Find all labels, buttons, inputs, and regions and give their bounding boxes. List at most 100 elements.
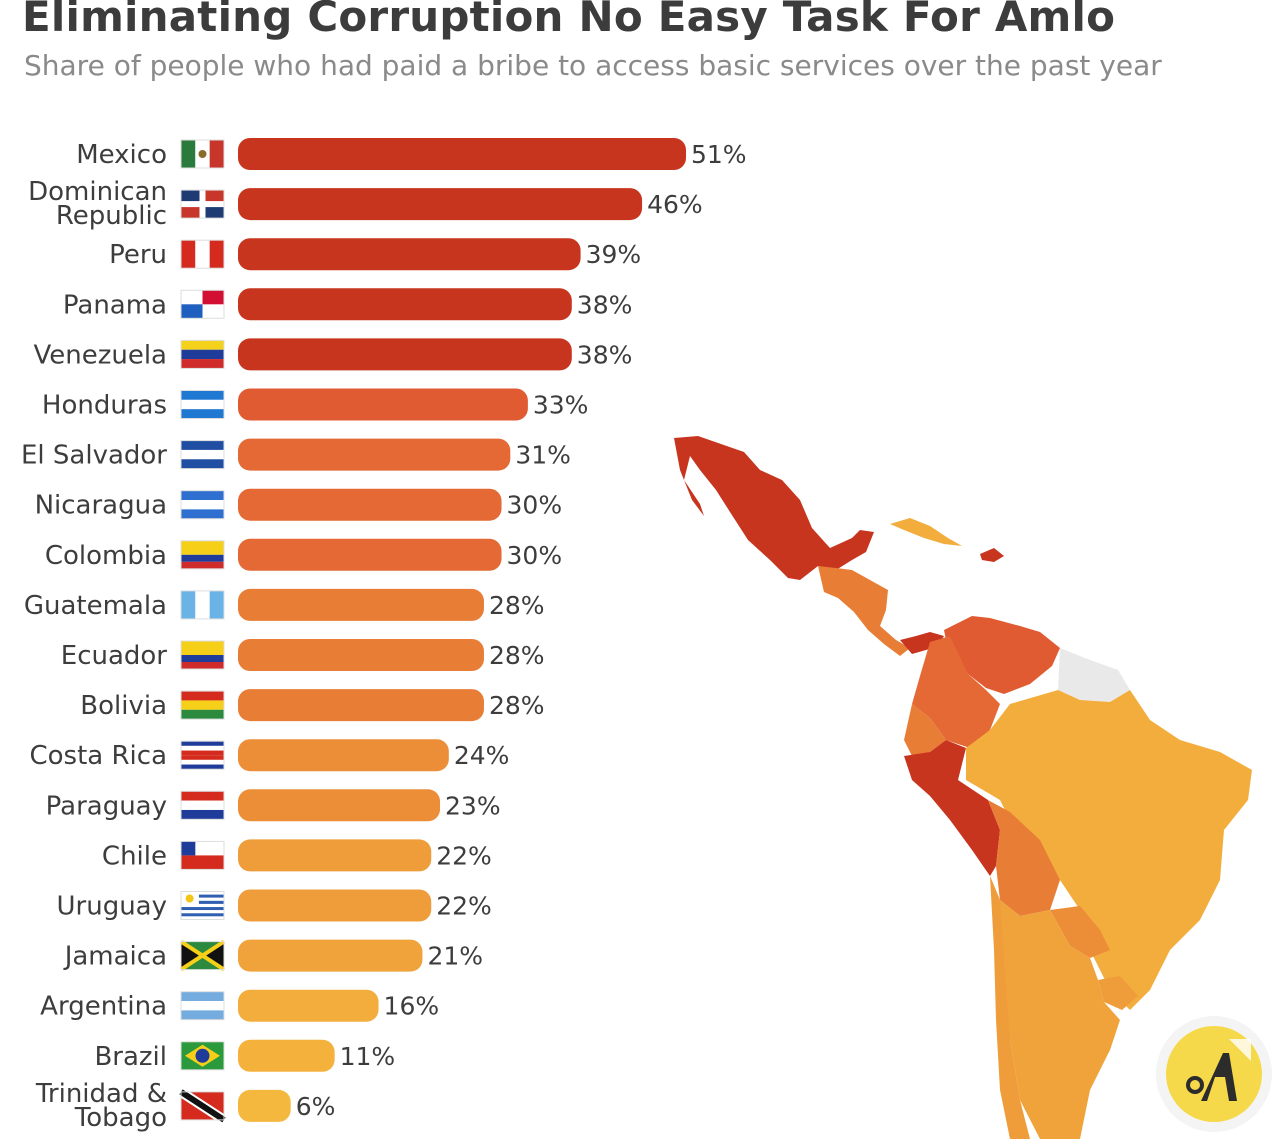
value-label: 38%: [577, 290, 633, 319]
value-label: 6%: [296, 1092, 336, 1121]
value-label: 51%: [691, 140, 747, 169]
map-colombia: [912, 636, 1000, 748]
value-label: 16%: [384, 992, 440, 1021]
bar: [238, 939, 423, 972]
map-guianas: [1058, 648, 1130, 702]
category-label: Mexico: [76, 140, 167, 170]
nicaragua-flag-icon: [180, 490, 225, 520]
bar: [238, 989, 379, 1022]
dominican-republic-flag-icon: [180, 189, 225, 219]
honduras-flag-icon: [180, 390, 225, 419]
chart-title: Eliminating Corruption No Easy Task For …: [22, 0, 1116, 41]
category-label: Panama: [63, 290, 167, 320]
bar-row: Peru 39%: [109, 238, 642, 271]
category-label: Guatemala: [24, 591, 167, 621]
value-label: 28%: [489, 591, 545, 620]
category-label: Ecuador: [61, 641, 168, 671]
value-label: 38%: [577, 340, 633, 369]
bar: [238, 438, 511, 471]
bar-row: Paraguay 23%: [46, 789, 501, 822]
bar: [238, 689, 484, 722]
value-label: 39%: [586, 240, 642, 269]
bar: [238, 288, 572, 321]
jamaica-flag-icon: [179, 939, 226, 972]
category-label: Costa Rica: [29, 741, 167, 771]
paraguay-flag-icon: [180, 790, 225, 820]
map-bolivia: [988, 800, 1060, 916]
value-label: 21%: [427, 942, 483, 971]
bar-row: Honduras 33%: [42, 388, 589, 421]
category-label: El Salvador: [21, 441, 167, 471]
bar-row: Colombia 30%: [45, 538, 563, 571]
category-label: Paraguay: [46, 791, 167, 821]
map-chile: [990, 876, 1030, 1139]
value-label: 22%: [436, 841, 492, 870]
category-label: Chile: [102, 841, 167, 871]
bar-row: Ecuador 28%: [61, 639, 545, 671]
bar: [238, 588, 484, 621]
bar: [238, 839, 432, 872]
value-label: 22%: [436, 892, 492, 921]
map-chile-argentina: [990, 876, 1120, 1139]
category-label: Bolivia: [80, 691, 167, 721]
bar-row: Mexico 51%: [76, 138, 747, 170]
map-venezuela-colombia: [944, 616, 1060, 694]
map-central-america: [818, 566, 910, 656]
map-peru: [904, 740, 1000, 876]
map-brazil: [966, 690, 1252, 1010]
value-label: 23%: [445, 791, 501, 820]
map-paraguay: [1050, 906, 1110, 958]
colombia-flag-icon: [180, 540, 225, 570]
trinidad-tobago-flag-icon: [178, 1087, 227, 1125]
category-label: Dominican: [28, 177, 167, 207]
bar-row: Bolivia 28%: [80, 689, 545, 722]
bar-row: Venezuela 38%: [33, 338, 633, 371]
bar: [238, 138, 686, 170]
bar-row: Costa Rica 24%: [29, 739, 510, 772]
argentina-flag-icon: [180, 991, 225, 1021]
map-panama: [900, 632, 944, 654]
category-label: Nicaragua: [35, 491, 167, 521]
value-label: 33%: [533, 391, 589, 420]
bar-row: Jamaica 21%: [63, 939, 483, 972]
el-salvador-flag-icon: [180, 440, 225, 470]
value-label: 24%: [454, 741, 510, 770]
bar: [238, 238, 581, 271]
category-label: Colombia: [45, 541, 167, 571]
category-label: Brazil: [94, 1042, 167, 1072]
bar-row: Argentina 16%: [40, 989, 440, 1022]
map-uruguay: [1098, 976, 1138, 1010]
bar-row: El Salvador 31%: [21, 438, 571, 471]
guatemala-flag-icon: [180, 590, 225, 620]
category-label: Republic: [56, 201, 167, 231]
category-label: Honduras: [42, 391, 167, 421]
mexico-flag-icon: [180, 139, 225, 169]
map-ecuador: [904, 704, 946, 756]
value-label: 11%: [340, 1042, 396, 1071]
value-label: 28%: [489, 691, 545, 720]
bar: [238, 538, 502, 571]
bar: [238, 739, 449, 772]
bar-row: Brazil 11%: [94, 1039, 396, 1072]
bar: [238, 488, 502, 521]
bar-row: Chile 22%: [102, 839, 492, 872]
value-label: 46%: [647, 190, 703, 219]
bar: [238, 338, 572, 371]
brand-logo-icon: [1156, 1016, 1272, 1132]
bar: [238, 889, 432, 922]
peru-flag-icon: [180, 239, 225, 269]
ecuador-flag-icon: [180, 640, 225, 670]
chart-subtitle: Share of people who had paid a bribe to …: [24, 49, 1162, 82]
value-label: 30%: [507, 541, 563, 570]
map-mexico: [674, 436, 874, 580]
value-label: 30%: [507, 491, 563, 520]
category-label: Peru: [109, 240, 167, 270]
bar-row: Uruguay 22%: [57, 889, 492, 922]
bar: [238, 639, 484, 671]
category-label: Venezuela: [33, 340, 167, 370]
bar: [238, 789, 441, 822]
bar: [238, 1039, 335, 1072]
value-label: 28%: [489, 641, 545, 670]
